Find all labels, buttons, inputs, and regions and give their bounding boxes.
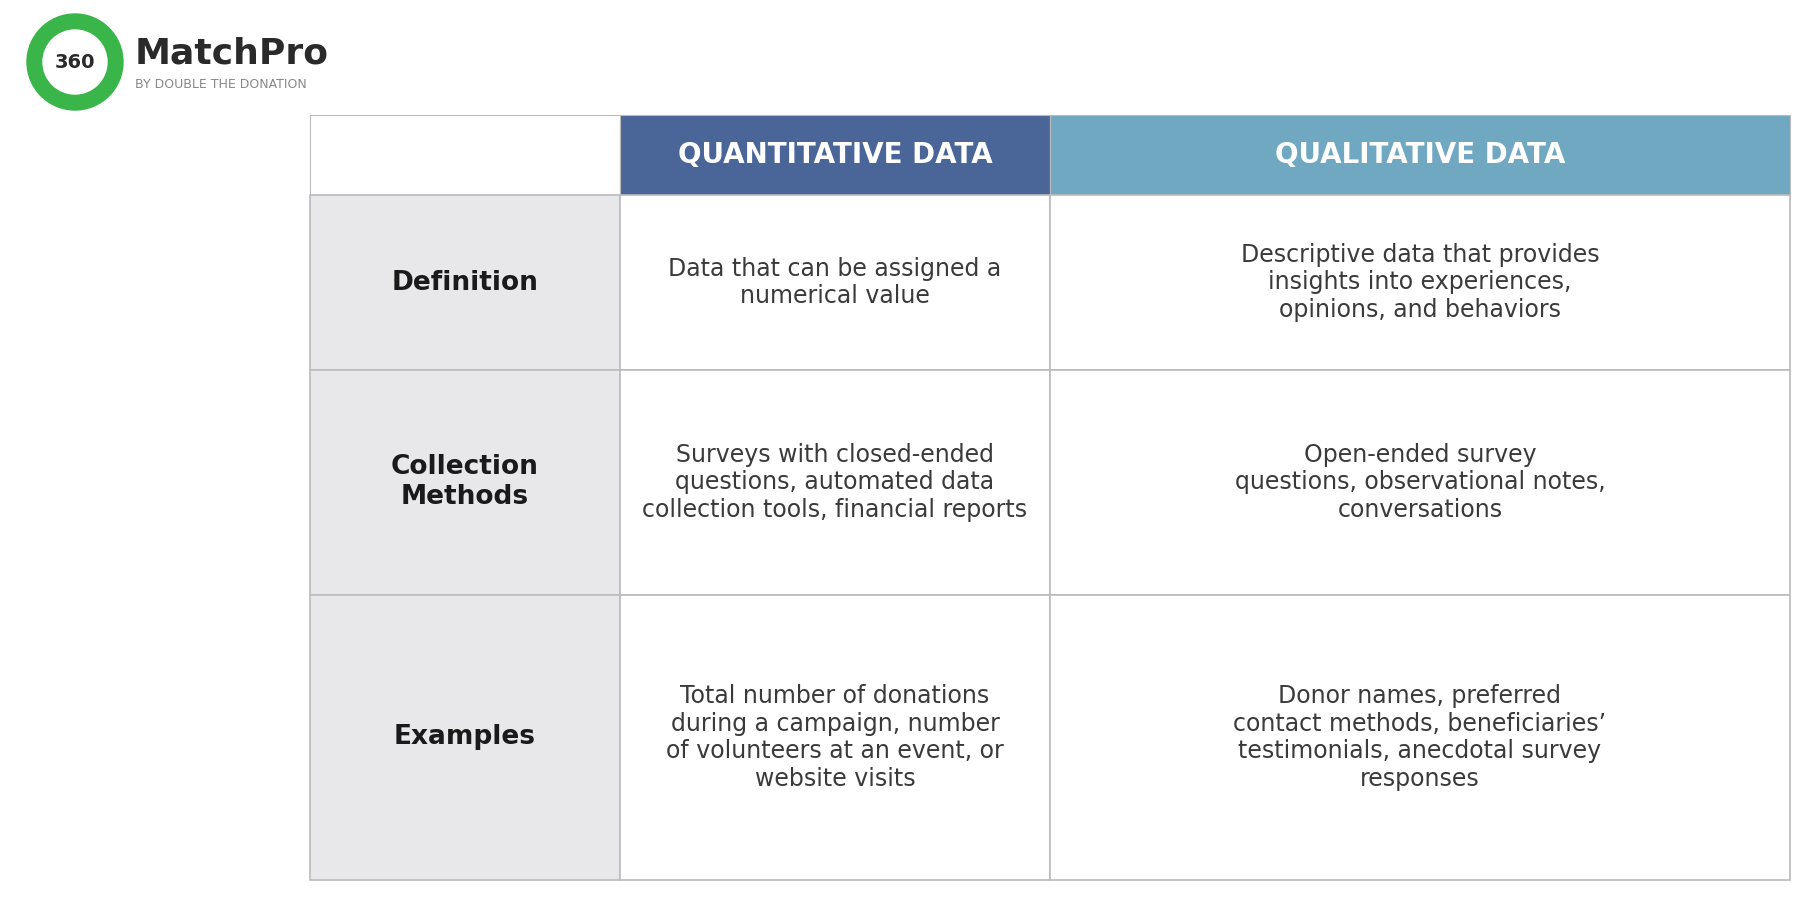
Text: MatchPro: MatchPro: [135, 37, 329, 71]
Text: Data that can be assigned a
numerical value: Data that can be assigned a numerical va…: [668, 256, 1001, 309]
Text: Collection
Methods: Collection Methods: [391, 454, 539, 510]
Bar: [1050, 115, 1791, 195]
Text: Examples: Examples: [393, 724, 537, 751]
Bar: [309, 195, 621, 370]
Bar: [621, 595, 1050, 880]
Text: 360: 360: [55, 52, 95, 71]
Bar: [1050, 195, 1791, 370]
Bar: [1050, 370, 1791, 595]
Text: QUALITATIVE DATA: QUALITATIVE DATA: [1274, 141, 1565, 169]
Bar: [621, 115, 1050, 195]
Bar: [309, 370, 621, 595]
Text: Total number of donations
during a campaign, number
of volunteers at an event, o: Total number of donations during a campa…: [666, 684, 1005, 791]
Circle shape: [27, 14, 124, 110]
Text: Descriptive data that provides
insights into experiences,
opinions, and behavior: Descriptive data that provides insights …: [1241, 243, 1600, 322]
Text: Open-ended survey
questions, observational notes,
conversations: Open-ended survey questions, observation…: [1234, 443, 1605, 522]
Bar: [621, 370, 1050, 595]
Bar: [1050, 595, 1791, 880]
Bar: [621, 195, 1050, 370]
Bar: [309, 595, 621, 880]
Text: Donor names, preferred
contact methods, beneficiaries’
testimonials, anecdotal s: Donor names, preferred contact methods, …: [1234, 684, 1607, 791]
Bar: [309, 115, 621, 195]
Text: Surveys with closed-ended
questions, automated data
collection tools, financial : Surveys with closed-ended questions, aut…: [642, 443, 1028, 522]
Circle shape: [44, 30, 107, 94]
Text: BY DOUBLE THE DONATION: BY DOUBLE THE DONATION: [135, 77, 308, 91]
Text: Definition: Definition: [391, 269, 539, 295]
Text: QUANTITATIVE DATA: QUANTITATIVE DATA: [677, 141, 992, 169]
